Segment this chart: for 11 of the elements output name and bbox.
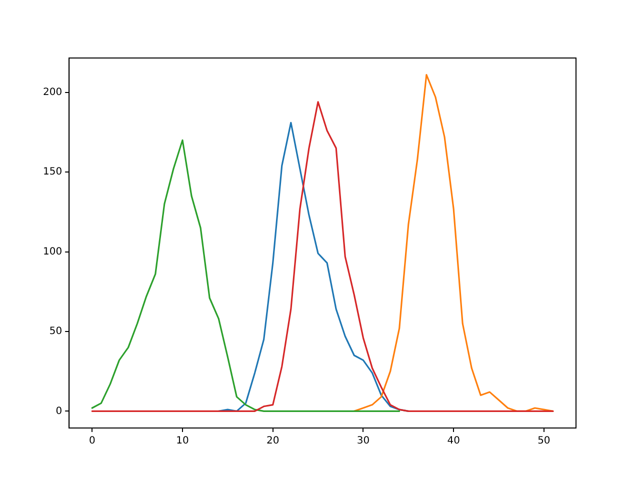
x-tick-label: 30 bbox=[356, 436, 370, 447]
x-tick-label: 50 bbox=[538, 436, 550, 447]
y-tick-label: 50 bbox=[49, 326, 62, 338]
y-tick-label: 0 bbox=[56, 406, 62, 417]
x-tick-label: 40 bbox=[447, 436, 460, 447]
y-tick-label: 150 bbox=[42, 166, 62, 178]
y-tick-label: 200 bbox=[42, 86, 62, 98]
x-tick-label: 0 bbox=[88, 436, 96, 447]
x-tick-label: 20 bbox=[266, 436, 280, 447]
x-tick-label: 10 bbox=[176, 436, 189, 447]
y-tick-label: 100 bbox=[42, 246, 62, 258]
